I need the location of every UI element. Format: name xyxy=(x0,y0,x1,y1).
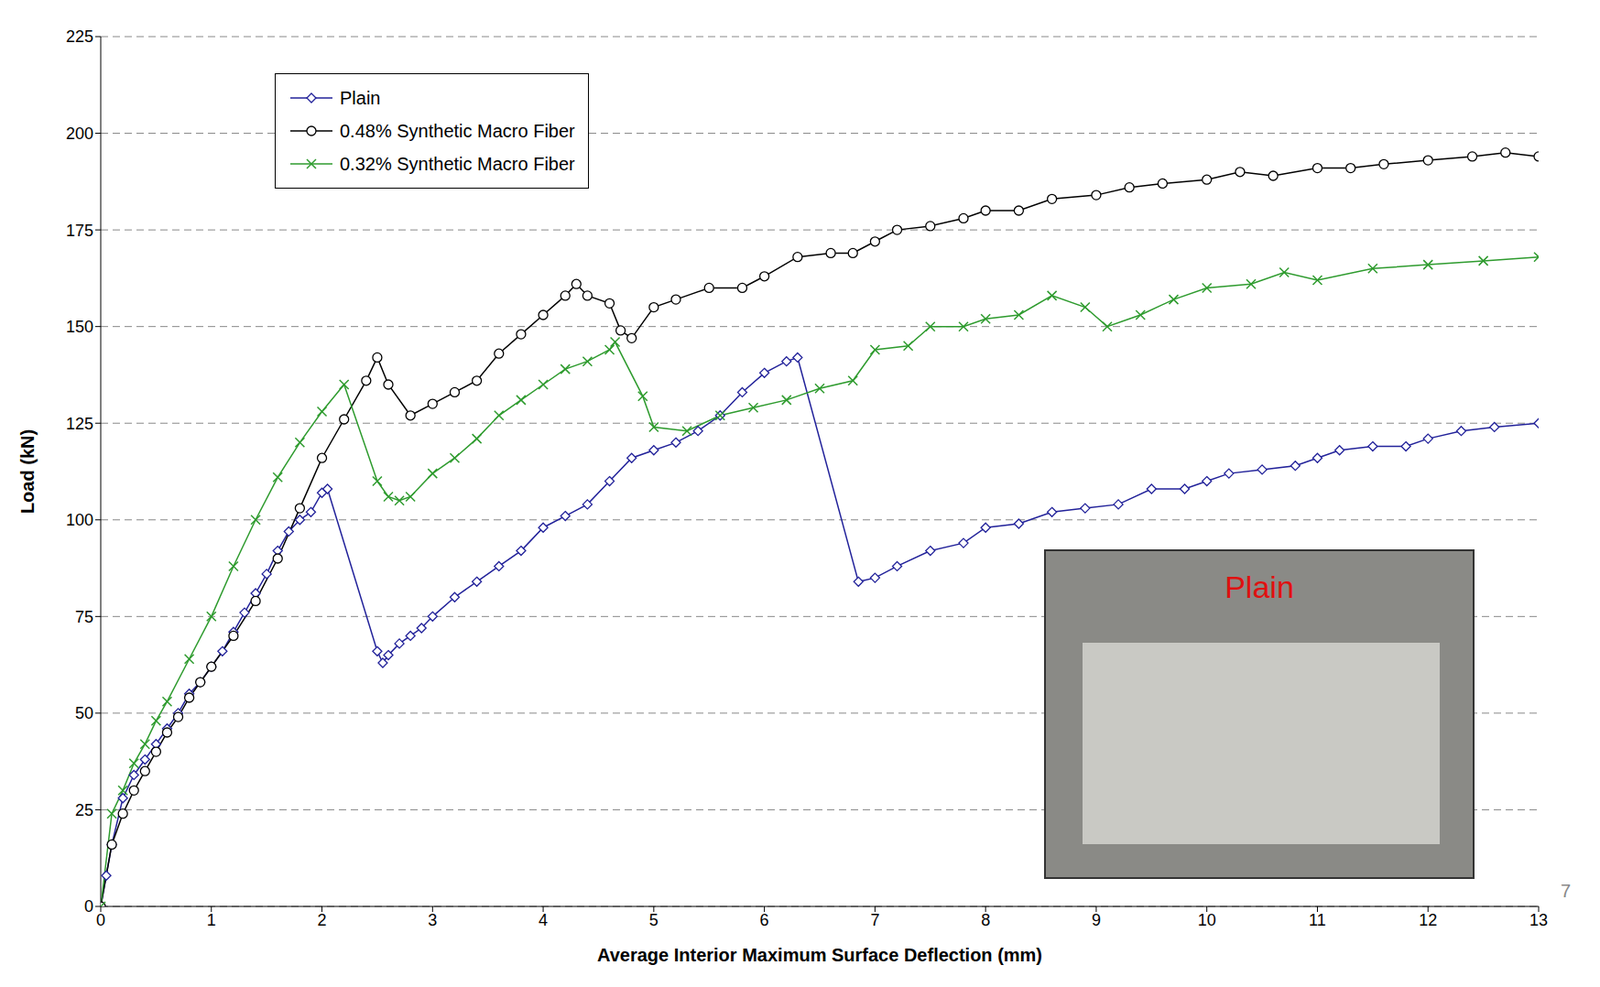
svg-text:25: 25 xyxy=(75,801,94,820)
svg-text:1: 1 xyxy=(206,911,217,930)
svg-text:3: 3 xyxy=(427,911,437,930)
html-text:7: 7 xyxy=(1560,881,1571,902)
svg-text:75: 75 xyxy=(75,608,94,627)
svg-text:9: 9 xyxy=(1091,911,1101,930)
html-text:Plain: Plain xyxy=(1224,569,1294,605)
svg-text:10: 10 xyxy=(1197,911,1217,930)
svg-text:0: 0 xyxy=(84,897,94,916)
svg-text:100: 100 xyxy=(65,511,94,530)
svg-text:4: 4 xyxy=(538,911,548,930)
html-text:Plain: Plain xyxy=(339,87,381,108)
svg-text:6: 6 xyxy=(760,911,770,930)
svg-text:175: 175 xyxy=(65,221,94,240)
svg-text:Average Interior Maximum Surfa: Average Interior Maximum Surface Deflect… xyxy=(597,945,1043,966)
svg-text:150: 150 xyxy=(65,317,94,337)
svg-text:8: 8 xyxy=(980,911,991,930)
svg-text:200: 200 xyxy=(65,124,94,143)
svg-text:2: 2 xyxy=(317,911,327,930)
svg-text:11: 11 xyxy=(1308,911,1327,930)
svg-text:0: 0 xyxy=(96,911,106,930)
svg-text:50: 50 xyxy=(75,704,94,723)
svg-text:12: 12 xyxy=(1418,911,1437,930)
svg-text:Load (kN): Load (kN) xyxy=(17,429,38,514)
svg-text:125: 125 xyxy=(65,414,94,434)
svg-text:13: 13 xyxy=(1529,911,1548,930)
svg-text:5: 5 xyxy=(649,911,659,930)
svg-text:225: 225 xyxy=(65,27,94,46)
svg-text:7: 7 xyxy=(870,911,880,930)
html-text:0.48% Synthetic Macro Fiber: 0.48% Synthetic Macro Fiber xyxy=(339,120,575,141)
html-text:0.32% Synthetic Macro Fiber: 0.32% Synthetic Macro Fiber xyxy=(339,153,575,174)
